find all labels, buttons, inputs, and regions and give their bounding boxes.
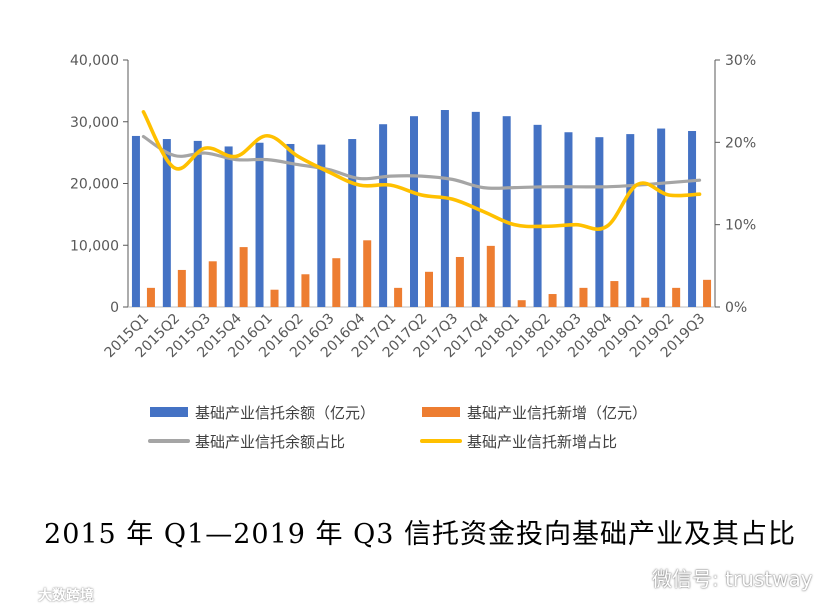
chart: 010,00020,00030,00040,0000%10%20%30%2015… <box>70 53 756 451</box>
bar-new-2016Q2 <box>301 274 310 307</box>
bar-balance-2017Q1 <box>379 124 388 307</box>
bar-balance-2018Q3 <box>564 132 573 307</box>
legend-label: 基础产业信托新增占比 <box>467 433 617 451</box>
left-tick-label: 40,000 <box>70 53 119 69</box>
left-tick-label: 20,000 <box>70 177 119 193</box>
line-new-share <box>141 110 702 231</box>
bar-new-2018Q2 <box>548 294 557 307</box>
left-tick-label: 30,000 <box>70 115 119 131</box>
bar-balance-2016Q2 <box>286 143 295 307</box>
legend-label: 基础产业信托新增（亿元） <box>467 404 647 422</box>
bar-new-2018Q3 <box>579 287 588 307</box>
left-tick-label: 10,000 <box>70 238 119 254</box>
left-tick-label: 0 <box>110 300 119 316</box>
bar-new-2017Q2 <box>425 271 433 307</box>
bar-balance-2016Q3 <box>317 144 326 307</box>
bar-balance-2019Q1 <box>626 134 635 307</box>
legend-swatch <box>150 407 188 417</box>
bar-balance-2016Q4 <box>348 139 357 307</box>
bar-balance-2018Q4 <box>595 137 604 307</box>
bar-new-2015Q3 <box>208 261 217 307</box>
bar-balance-2019Q2 <box>657 128 666 307</box>
legend: 基础产业信托余额（亿元） 基础产业信托新增（亿元） 基础产业信托余额占比 基础产业信托… <box>148 404 647 451</box>
right-tick-label: 30% <box>725 53 756 69</box>
watermark-right-text: 微信号: trustway <box>652 567 813 591</box>
bar-balance-2015Q2 <box>162 139 171 307</box>
bar-new-2017Q3 <box>455 256 464 307</box>
bar-balance-2019Q3 <box>688 131 697 307</box>
legend-label: 基础产业信托余额（亿元） <box>195 404 375 422</box>
right-tick-label: 0% <box>725 300 747 316</box>
bar-balance-2015Q3 <box>193 140 202 307</box>
bar-balance-2016Q1 <box>255 142 264 307</box>
right-tick-label: 10% <box>725 218 756 234</box>
wechat-icon <box>616 565 645 588</box>
bar-balance-2017Q3 <box>440 110 449 307</box>
watermark-left-text: 大数跨境 <box>38 588 94 604</box>
bar-new-2018Q4 <box>610 281 619 307</box>
bar-new-2015Q2 <box>177 269 186 307</box>
bar-balance-2015Q4 <box>224 146 233 307</box>
bar-new-2017Q4 <box>486 245 495 307</box>
watermark-right: 微信号: trustway <box>616 563 813 592</box>
bar-new-2016Q1 <box>270 289 279 307</box>
bar-balance-2015Q1 <box>131 135 140 307</box>
bar-balance-2018Q1 <box>502 116 511 307</box>
figure-caption: 2015 年 Q1—2019 年 Q3 信托资金投向基础产业及其占比 <box>44 519 796 550</box>
bar-new-2019Q1 <box>641 297 650 307</box>
brand-logo-icon <box>9 589 33 601</box>
bar-balance-2017Q2 <box>410 116 418 307</box>
bar-new-2019Q3 <box>703 279 712 307</box>
bar-new-2015Q4 <box>239 247 248 307</box>
bar-new-2016Q4 <box>363 240 372 307</box>
bar-balance-2018Q2 <box>533 124 542 308</box>
bar-new-2016Q3 <box>332 258 341 307</box>
bar-new-2017Q1 <box>394 287 403 307</box>
legend-swatch <box>422 407 460 417</box>
bar-new-2019Q2 <box>672 287 681 307</box>
legend-label: 基础产业信托余额占比 <box>195 433 345 451</box>
bar-new-2015Q1 <box>146 287 155 307</box>
watermark-left: 大数跨境 <box>8 585 94 605</box>
bar-new-2018Q1 <box>517 300 526 307</box>
plot-area: 010,00020,00030,00040,0000%10%20%30%2015… <box>70 53 756 361</box>
right-tick-label: 20% <box>725 135 756 151</box>
line-balance-share <box>141 134 702 190</box>
